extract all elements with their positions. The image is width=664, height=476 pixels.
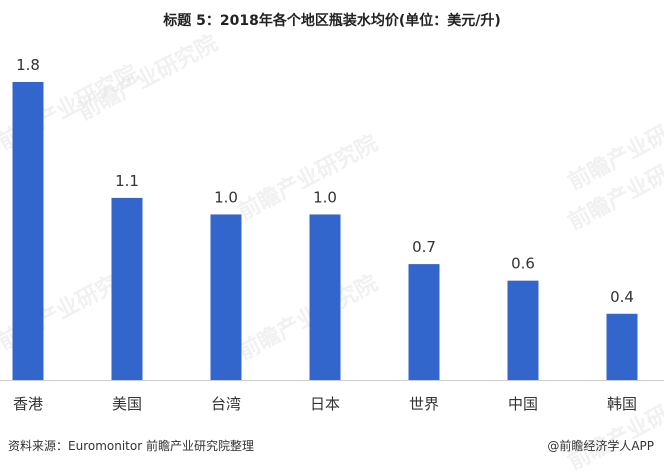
source-note: 资料来源：Euromonitor 前瞻产业研究院整理 (8, 439, 254, 453)
category-label-2: 台湾 (211, 395, 241, 413)
category-label-1: 美国 (112, 395, 142, 413)
bar-4 (408, 264, 440, 380)
bar-6 (606, 313, 638, 380)
bar-5 (507, 280, 539, 380)
brand-credit: @前瞻经济学人APP (547, 439, 654, 453)
data-label-5: 0.6 (511, 255, 535, 273)
bar-chart: 1.8 1.1 1.0 1.0 0.7 0.6 0.4 香港 美国 台湾 日本 世界 中国 韩国 (0, 56, 664, 413)
category-labels-group: 香港 美国 台湾 日本 世界 中国 韩国 (13, 395, 637, 413)
chart-title: 标题 5：2018年各个地区瓶装水均价(单位：美元/升) (163, 13, 501, 29)
category-label-3: 日本 (310, 395, 340, 413)
data-label-0: 1.8 (16, 56, 40, 74)
bar-2 (210, 214, 242, 380)
category-label-6: 韩国 (607, 395, 637, 413)
data-label-1: 1.1 (115, 172, 139, 190)
data-label-2: 1.0 (214, 188, 238, 206)
category-label-4: 世界 (409, 395, 439, 413)
category-label-0: 香港 (13, 395, 43, 413)
data-label-4: 0.7 (412, 238, 436, 256)
data-labels-group: 1.8 1.1 1.0 1.0 0.7 0.6 0.4 (16, 56, 634, 306)
data-label-3: 1.0 (313, 188, 337, 206)
bar-3 (309, 214, 341, 380)
bar-0 (12, 82, 44, 380)
data-label-6: 0.4 (610, 288, 634, 306)
bar-1 (111, 197, 143, 380)
category-label-5: 中国 (508, 395, 538, 413)
bars-group (12, 82, 638, 380)
